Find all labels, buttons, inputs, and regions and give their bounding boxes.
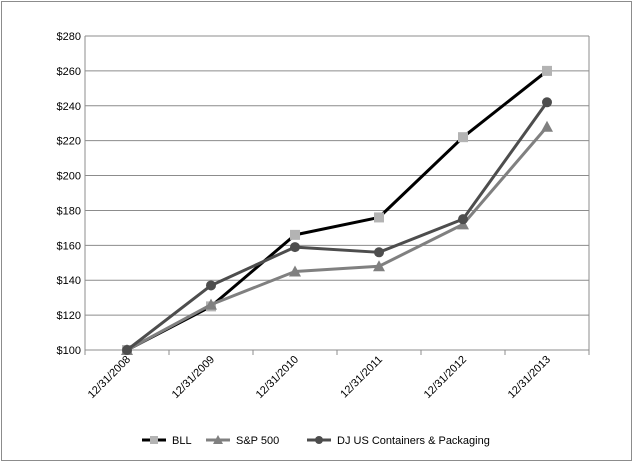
- y-axis-tick-labels: $100 $120 $140 $160 $180 $200 $220 $240 $260 $280: [57, 31, 81, 357]
- y-tick-label: $220: [57, 136, 81, 148]
- legend: BLL S&P 500 DJ US Containers & Packaging: [142, 435, 490, 447]
- data-point: [122, 345, 132, 355]
- series-line-1: [126, 125, 549, 352]
- y-tick-label: $260: [57, 66, 81, 78]
- data-point: [374, 247, 384, 258]
- data-point: [289, 265, 301, 277]
- data-point: [541, 120, 553, 132]
- data-point: [458, 214, 468, 225]
- y-tick-label: $120: [57, 310, 81, 322]
- y-tick-label: $240: [57, 101, 81, 113]
- data-point: [542, 65, 552, 76]
- legend-marker: [213, 435, 223, 444]
- y-tick-label: $200: [57, 171, 81, 183]
- x-tick-label: 12/31/2013: [506, 354, 553, 401]
- x-tick-label: 12/31/2012: [422, 354, 469, 401]
- x-tick-label: 12/31/2010: [254, 354, 301, 401]
- data-point: [374, 212, 384, 223]
- series-line-2: [126, 101, 549, 352]
- legend-label: DJ US Containers & Packaging: [337, 435, 490, 447]
- legend-label: S&P 500: [236, 435, 279, 447]
- x-axis-tick-labels: 12/31/2008 12/31/2009 12/31/2010 12/31/2011…: [86, 354, 553, 401]
- y-tick-label: $180: [57, 205, 81, 217]
- legend-marker: [315, 436, 323, 444]
- x-tick-label: 12/31/2009: [170, 354, 217, 401]
- y-tick-label: $160: [57, 240, 81, 252]
- data-point: [458, 132, 468, 143]
- series-group: [121, 65, 553, 355]
- x-tick-label: 12/31/2008: [86, 354, 133, 401]
- data-point: [542, 97, 552, 108]
- axes: [84, 36, 590, 355]
- y-tick-label: $140: [57, 275, 81, 287]
- data-point: [206, 280, 216, 291]
- gridlines: [85, 35, 589, 316]
- data-point: [290, 242, 300, 253]
- y-tick-label: $280: [57, 31, 81, 43]
- x-tick-label: 12/31/2011: [338, 354, 385, 401]
- legend-marker: [150, 436, 158, 444]
- legend-label: BLL: [172, 435, 192, 447]
- data-point: [373, 260, 385, 272]
- data-point: [205, 298, 217, 310]
- y-tick-label: $100: [57, 345, 81, 357]
- data-point: [290, 229, 300, 240]
